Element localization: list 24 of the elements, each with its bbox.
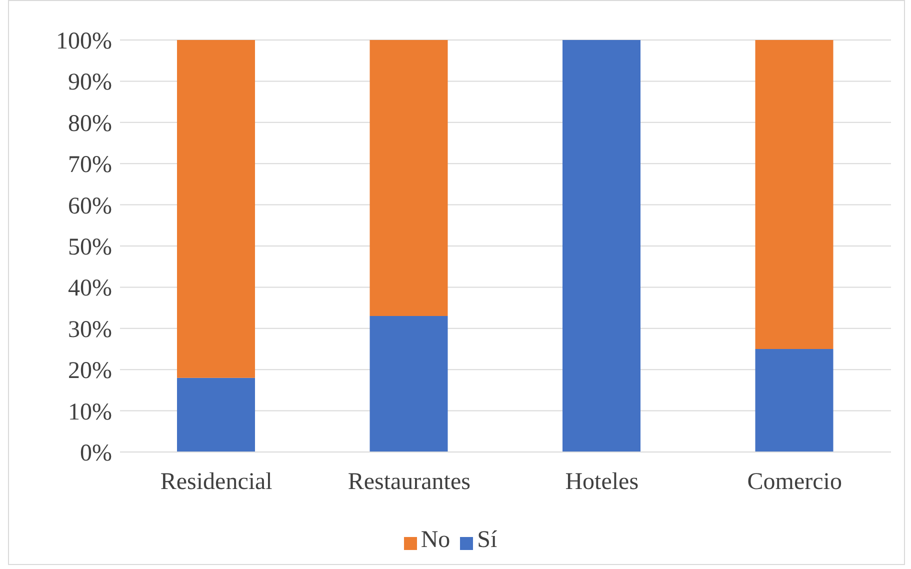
legend-label: No xyxy=(420,527,450,553)
y-tick-label: 80% xyxy=(68,110,112,137)
y-tick-label: 30% xyxy=(68,316,112,343)
bar xyxy=(370,316,448,452)
y-tick-label: 90% xyxy=(68,70,112,96)
bar xyxy=(177,40,255,378)
bar xyxy=(177,378,255,452)
bar xyxy=(755,349,834,452)
y-tick-label: 40% xyxy=(68,276,112,302)
x-tick-label: Comercio xyxy=(747,469,842,496)
legend-label: Sí xyxy=(477,527,498,553)
y-tick-label: 100% xyxy=(56,28,112,55)
x-tick-label: Hoteles xyxy=(565,469,639,496)
y-tick-label: 70% xyxy=(68,152,112,178)
y-tick-label: 20% xyxy=(68,358,112,384)
bar xyxy=(370,40,448,316)
bar xyxy=(755,40,834,349)
y-tick-label: 10% xyxy=(68,399,112,426)
x-tick-label: Restaurantes xyxy=(348,469,470,496)
y-tick-label: 60% xyxy=(68,193,112,220)
y-tick-label: 50% xyxy=(68,234,112,261)
bar xyxy=(562,40,640,452)
x-tick-label: Residencial xyxy=(160,469,273,496)
y-tick-label: 0% xyxy=(80,440,112,467)
